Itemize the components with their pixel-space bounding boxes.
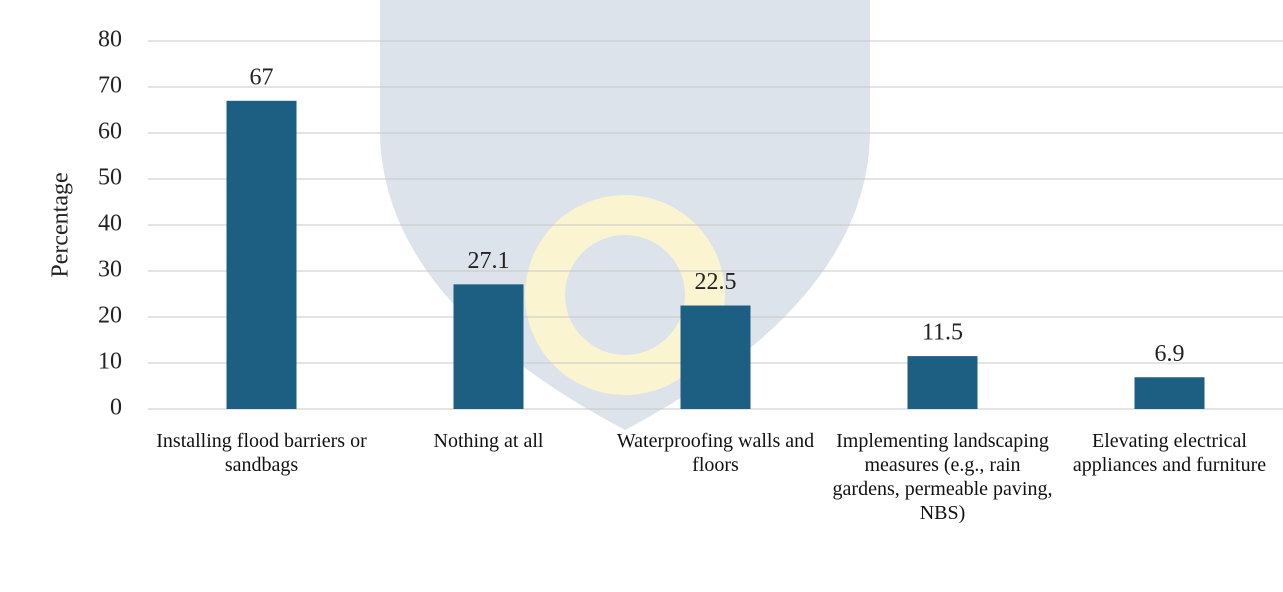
y-axis-title: Percentage [48,172,74,277]
bar [1135,377,1205,409]
y-tick-label: 50 [98,165,122,191]
bar [454,284,524,409]
y-tick-label: 60 [98,119,122,145]
x-tick-label: Nothing at all [379,429,599,453]
bar [681,306,751,410]
bar [227,101,297,409]
x-tick-label: Waterproofing walls and floors [606,429,826,477]
x-tick-label: Installing flood barriers or sandbags [152,429,372,477]
y-tick-label: 0 [110,395,122,421]
value-label: 27.1 [468,248,510,274]
page: Percentage 0 10 20 30 40 50 60 70 80 67 27.1 22.5 11… [0,0,1283,592]
x-tick-label: Elevating electrical appliances and furn… [1060,429,1280,477]
bar [908,356,978,409]
y-tick-label: 80 [98,27,122,53]
y-tick-label: 70 [98,73,122,99]
x-tick-label: Implementing landscaping measures (e.g.,… [833,429,1053,525]
y-tick-label: 30 [98,257,122,283]
value-label: 22.5 [695,269,737,295]
value-label: 6.9 [1155,341,1185,367]
y-tick-label: 40 [98,211,122,237]
value-label: 11.5 [922,320,963,346]
value-label: 67 [250,64,274,90]
chart: Percentage 0 10 20 30 40 50 60 70 80 67 27.1 22.5 11… [0,0,1283,592]
y-tick-label: 20 [98,303,122,329]
y-tick-label: 10 [98,349,122,375]
